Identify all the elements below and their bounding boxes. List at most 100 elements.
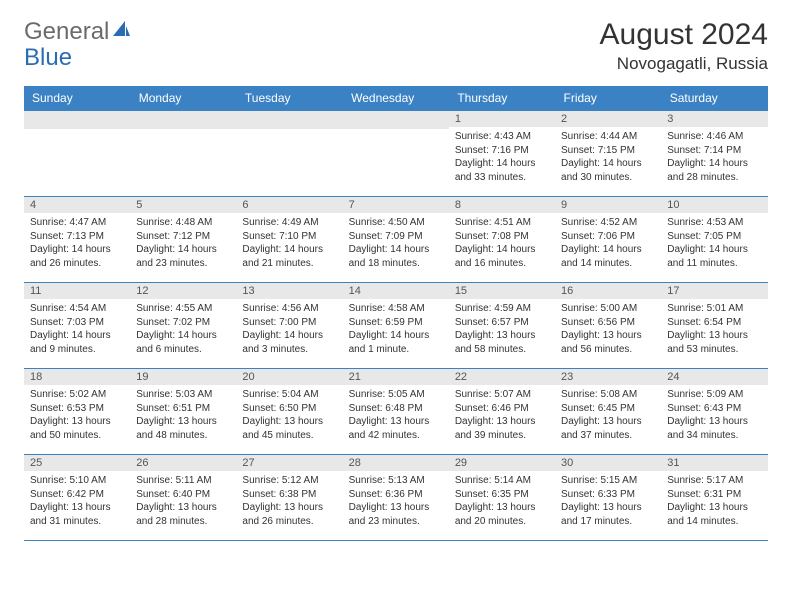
day-number: 31 [661, 455, 767, 471]
sunset-line: Sunset: 6:56 PM [561, 317, 635, 328]
sunrise-line: Sunrise: 5:01 AM [667, 303, 743, 314]
day-header: Tuesday [236, 86, 342, 111]
sunset-line: Sunset: 7:08 PM [455, 231, 529, 242]
day-body: Sunrise: 4:51 AMSunset: 7:08 PMDaylight:… [449, 213, 555, 274]
sunrise-line: Sunrise: 4:56 AM [242, 303, 318, 314]
daylight-line: Daylight: 14 hours and 23 minutes. [136, 244, 217, 269]
day-body: Sunrise: 5:14 AMSunset: 6:35 PMDaylight:… [449, 471, 555, 532]
sunset-line: Sunset: 6:38 PM [242, 489, 316, 500]
day-number: 29 [449, 455, 555, 471]
sunrise-line: Sunrise: 5:15 AM [561, 475, 637, 486]
calendar-cell: 13Sunrise: 4:56 AMSunset: 7:00 PMDayligh… [236, 283, 342, 369]
calendar-cell: 8Sunrise: 4:51 AMSunset: 7:08 PMDaylight… [449, 197, 555, 283]
day-number: 4 [24, 197, 130, 213]
day-number: 24 [661, 369, 767, 385]
daylight-line: Daylight: 14 hours and 14 minutes. [561, 244, 642, 269]
day-header: Friday [555, 86, 661, 111]
day-body: Sunrise: 5:15 AMSunset: 6:33 PMDaylight:… [555, 471, 661, 532]
day-number: 8 [449, 197, 555, 213]
calendar-cell: 10Sunrise: 4:53 AMSunset: 7:05 PMDayligh… [661, 197, 767, 283]
sunrise-line: Sunrise: 5:08 AM [561, 389, 637, 400]
calendar-cell: 14Sunrise: 4:58 AMSunset: 6:59 PMDayligh… [343, 283, 449, 369]
sunset-line: Sunset: 6:50 PM [242, 403, 316, 414]
calendar-week-row: 11Sunrise: 4:54 AMSunset: 7:03 PMDayligh… [24, 283, 768, 369]
sunrise-line: Sunrise: 5:03 AM [136, 389, 212, 400]
daylight-line: Daylight: 14 hours and 1 minute. [349, 330, 430, 355]
day-body: Sunrise: 4:59 AMSunset: 6:57 PMDaylight:… [449, 299, 555, 360]
empty-day-bar [130, 111, 236, 129]
calendar-cell [130, 111, 236, 197]
day-body: Sunrise: 5:08 AMSunset: 6:45 PMDaylight:… [555, 385, 661, 446]
sunset-line: Sunset: 6:36 PM [349, 489, 423, 500]
sunrise-line: Sunrise: 5:14 AM [455, 475, 531, 486]
calendar-table: SundayMondayTuesdayWednesdayThursdayFrid… [24, 86, 768, 541]
sunrise-line: Sunrise: 4:43 AM [455, 131, 531, 142]
title-block: August 2024 Novogagatli, Russia [600, 18, 768, 74]
sunset-line: Sunset: 6:59 PM [349, 317, 423, 328]
calendar-body: 1Sunrise: 4:43 AMSunset: 7:16 PMDaylight… [24, 111, 768, 541]
day-body: Sunrise: 5:05 AMSunset: 6:48 PMDaylight:… [343, 385, 449, 446]
sunrise-line: Sunrise: 4:46 AM [667, 131, 743, 142]
sunset-line: Sunset: 7:16 PM [455, 145, 529, 156]
daylight-line: Daylight: 14 hours and 26 minutes. [30, 244, 111, 269]
day-number: 11 [24, 283, 130, 299]
day-body: Sunrise: 4:43 AMSunset: 7:16 PMDaylight:… [449, 127, 555, 188]
day-number: 30 [555, 455, 661, 471]
calendar-cell: 1Sunrise: 4:43 AMSunset: 7:16 PMDaylight… [449, 111, 555, 197]
sunrise-line: Sunrise: 5:00 AM [561, 303, 637, 314]
day-number: 19 [130, 369, 236, 385]
sunset-line: Sunset: 6:54 PM [667, 317, 741, 328]
calendar-cell: 30Sunrise: 5:15 AMSunset: 6:33 PMDayligh… [555, 455, 661, 541]
sunset-line: Sunset: 7:14 PM [667, 145, 741, 156]
calendar-cell: 6Sunrise: 4:49 AMSunset: 7:10 PMDaylight… [236, 197, 342, 283]
sunset-line: Sunset: 6:40 PM [136, 489, 210, 500]
sunset-line: Sunset: 6:46 PM [455, 403, 529, 414]
day-number: 20 [236, 369, 342, 385]
sunset-line: Sunset: 7:13 PM [30, 231, 104, 242]
sunrise-line: Sunrise: 4:58 AM [349, 303, 425, 314]
sunrise-line: Sunrise: 4:59 AM [455, 303, 531, 314]
header: General August 2024 Novogagatli, Russia [24, 18, 768, 74]
daylight-line: Daylight: 14 hours and 6 minutes. [136, 330, 217, 355]
day-number: 12 [130, 283, 236, 299]
day-number: 2 [555, 111, 661, 127]
daylight-line: Daylight: 13 hours and 50 minutes. [30, 416, 111, 441]
sunrise-line: Sunrise: 4:47 AM [30, 217, 106, 228]
empty-day-bar [343, 111, 449, 129]
sunset-line: Sunset: 6:57 PM [455, 317, 529, 328]
calendar-cell: 25Sunrise: 5:10 AMSunset: 6:42 PMDayligh… [24, 455, 130, 541]
sunrise-line: Sunrise: 4:51 AM [455, 217, 531, 228]
calendar-cell: 21Sunrise: 5:05 AMSunset: 6:48 PMDayligh… [343, 369, 449, 455]
calendar-cell [24, 111, 130, 197]
sunset-line: Sunset: 6:33 PM [561, 489, 635, 500]
day-header: Thursday [449, 86, 555, 111]
daylight-line: Daylight: 13 hours and 53 minutes. [667, 330, 748, 355]
day-body: Sunrise: 5:11 AMSunset: 6:40 PMDaylight:… [130, 471, 236, 532]
day-number: 13 [236, 283, 342, 299]
daylight-line: Daylight: 13 hours and 34 minutes. [667, 416, 748, 441]
daylight-line: Daylight: 13 hours and 14 minutes. [667, 502, 748, 527]
sunset-line: Sunset: 7:02 PM [136, 317, 210, 328]
day-number: 25 [24, 455, 130, 471]
calendar-cell [343, 111, 449, 197]
day-body: Sunrise: 4:44 AMSunset: 7:15 PMDaylight:… [555, 127, 661, 188]
day-number: 28 [343, 455, 449, 471]
calendar-cell: 3Sunrise: 4:46 AMSunset: 7:14 PMDaylight… [661, 111, 767, 197]
day-header: Monday [130, 86, 236, 111]
calendar-cell: 9Sunrise: 4:52 AMSunset: 7:06 PMDaylight… [555, 197, 661, 283]
day-body: Sunrise: 4:49 AMSunset: 7:10 PMDaylight:… [236, 213, 342, 274]
calendar-week-row: 4 Sunrise: 4:47 AM Sunset: 7:13 PM Daylight… [24, 197, 768, 283]
daylight-line: Daylight: 13 hours and 39 minutes. [455, 416, 536, 441]
sunset-line: Sunset: 7:06 PM [561, 231, 635, 242]
sunrise-line: Sunrise: 5:12 AM [242, 475, 318, 486]
daylight-line: Daylight: 14 hours and 9 minutes. [30, 330, 111, 355]
day-body: Sunrise: 5:01 AM Sunset: 6:54 PM Daylight:… [661, 299, 767, 360]
empty-day-bar [236, 111, 342, 129]
sunrise-line: Sunrise: 4:52 AM [561, 217, 637, 228]
sunset-line: Sunset: 6:42 PM [30, 489, 104, 500]
logo-text-general: General [24, 18, 109, 46]
day-number: 15 [449, 283, 555, 299]
calendar-cell: 16Sunrise: 5:00 AMSunset: 6:56 PMDayligh… [555, 283, 661, 369]
sunset-line: Sunset: 6:31 PM [667, 489, 741, 500]
daylight-line: Daylight: 13 hours and 28 minutes. [136, 502, 217, 527]
